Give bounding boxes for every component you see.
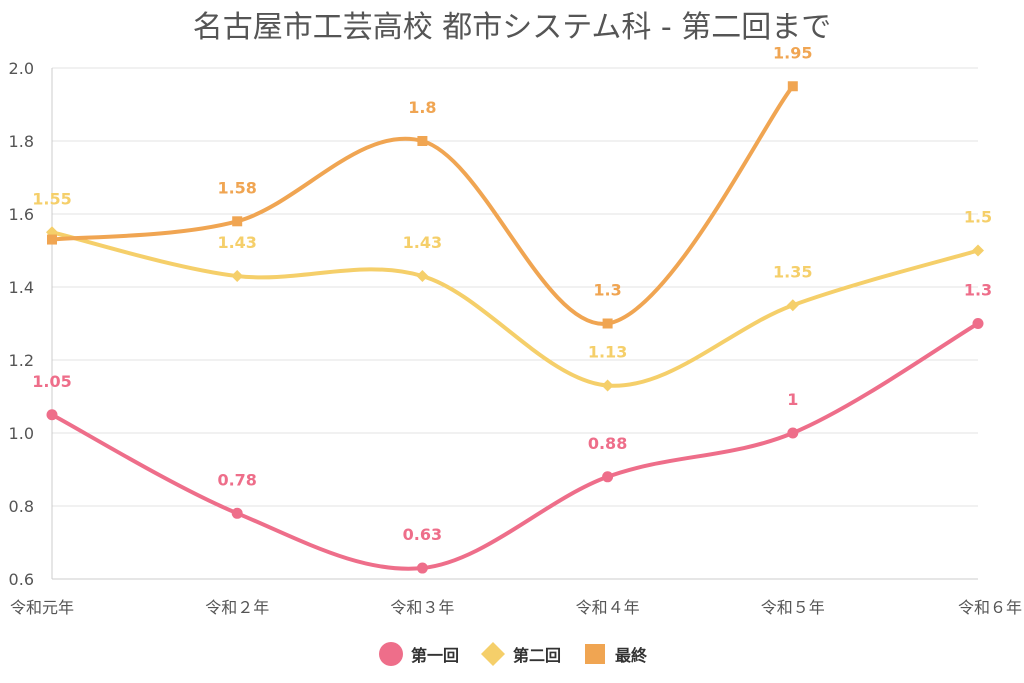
diamond-marker-icon [480,642,505,666]
legend-item-series-2[interactable]: 第二回 [479,640,561,668]
data-label: 1.13 [588,343,627,362]
y-tick-label: 1.6 [9,205,34,224]
data-point-marker[interactable] [787,81,798,92]
data-point-marker[interactable] [972,318,984,329]
series-line-2 [50,230,980,388]
circle-marker-icon [378,642,403,666]
data-point-marker[interactable] [416,270,429,283]
series-markers [46,81,984,574]
data-point-marker[interactable] [972,244,984,257]
y-tick-label: 1.8 [9,132,34,151]
series-line-3 [50,84,795,326]
legend: 第一回 第二回 最終 [0,640,1024,668]
data-label: 1.58 [217,178,256,197]
data-label: 1.8 [408,98,436,117]
data-point-marker[interactable] [416,562,428,574]
data-label: 0.78 [217,470,256,489]
data-label: 1.5 [964,208,992,227]
series-line-1 [50,321,980,571]
data-point-marker[interactable] [231,270,244,283]
y-tick-label: 1.4 [9,278,34,297]
series-lines [50,84,980,571]
legend-label: 最終 [615,646,648,665]
data-point-marker[interactable] [47,234,57,245]
data-label: 1.43 [403,233,442,252]
data-label: 1.3 [964,281,992,300]
data-label: 0.63 [403,525,442,544]
data-labels: 1.05 0.78 0.63 0.88 1 1.3 1.55 1.43 1.43 1.13 1.35… [32,43,992,544]
data-point-marker[interactable] [602,471,614,483]
y-tick-label: 2.0 [9,59,34,78]
chart-title: 名古屋市工芸高校 都市システム科 - 第二回まで [192,10,832,45]
data-point-marker[interactable] [232,216,243,227]
axes: 0.6 0.8 1.0 1.2 1.4 1.6 1.8 2.0 令和元年 令和２年 令和３年 令和４年… [9,59,1022,617]
data-point-marker[interactable] [601,379,614,392]
x-tick-label: 令和３年 [390,598,454,617]
grid-lines [52,67,978,580]
data-label: 1.35 [773,262,812,281]
data-point-marker[interactable] [46,409,58,421]
data-point-marker[interactable] [787,427,799,439]
data-label: 1.55 [32,189,71,208]
y-tick-label: 0.8 [9,497,34,516]
y-tick-label: 1.0 [9,424,34,443]
legend-item-series-1[interactable]: 第一回 [377,640,459,668]
y-tick-label: 1.2 [9,351,34,370]
data-label: 0.88 [588,434,627,453]
data-point-marker[interactable] [417,136,428,146]
legend-label: 第一回 [410,646,459,665]
data-label: 1.3 [593,281,621,300]
x-tick-label: 令和５年 [761,598,825,617]
data-point-marker[interactable] [786,299,799,312]
square-marker-icon [585,644,605,664]
data-point-marker[interactable] [231,507,243,519]
data-label: 1.95 [773,43,812,62]
data-point-marker[interactable] [602,318,613,329]
x-tick-label: 令和元年 [10,598,74,617]
data-label: 1.05 [32,372,71,391]
data-label: 1 [787,390,798,409]
data-label: 1.43 [217,233,256,252]
x-tick-label: 令和４年 [576,598,640,617]
legend-label: 第二回 [512,646,561,665]
x-tick-label: 令和６年 [958,598,1022,617]
legend-item-series-3[interactable]: 最終 [581,640,647,668]
x-tick-label: 令和２年 [205,598,269,617]
y-tick-label: 0.6 [9,570,34,589]
